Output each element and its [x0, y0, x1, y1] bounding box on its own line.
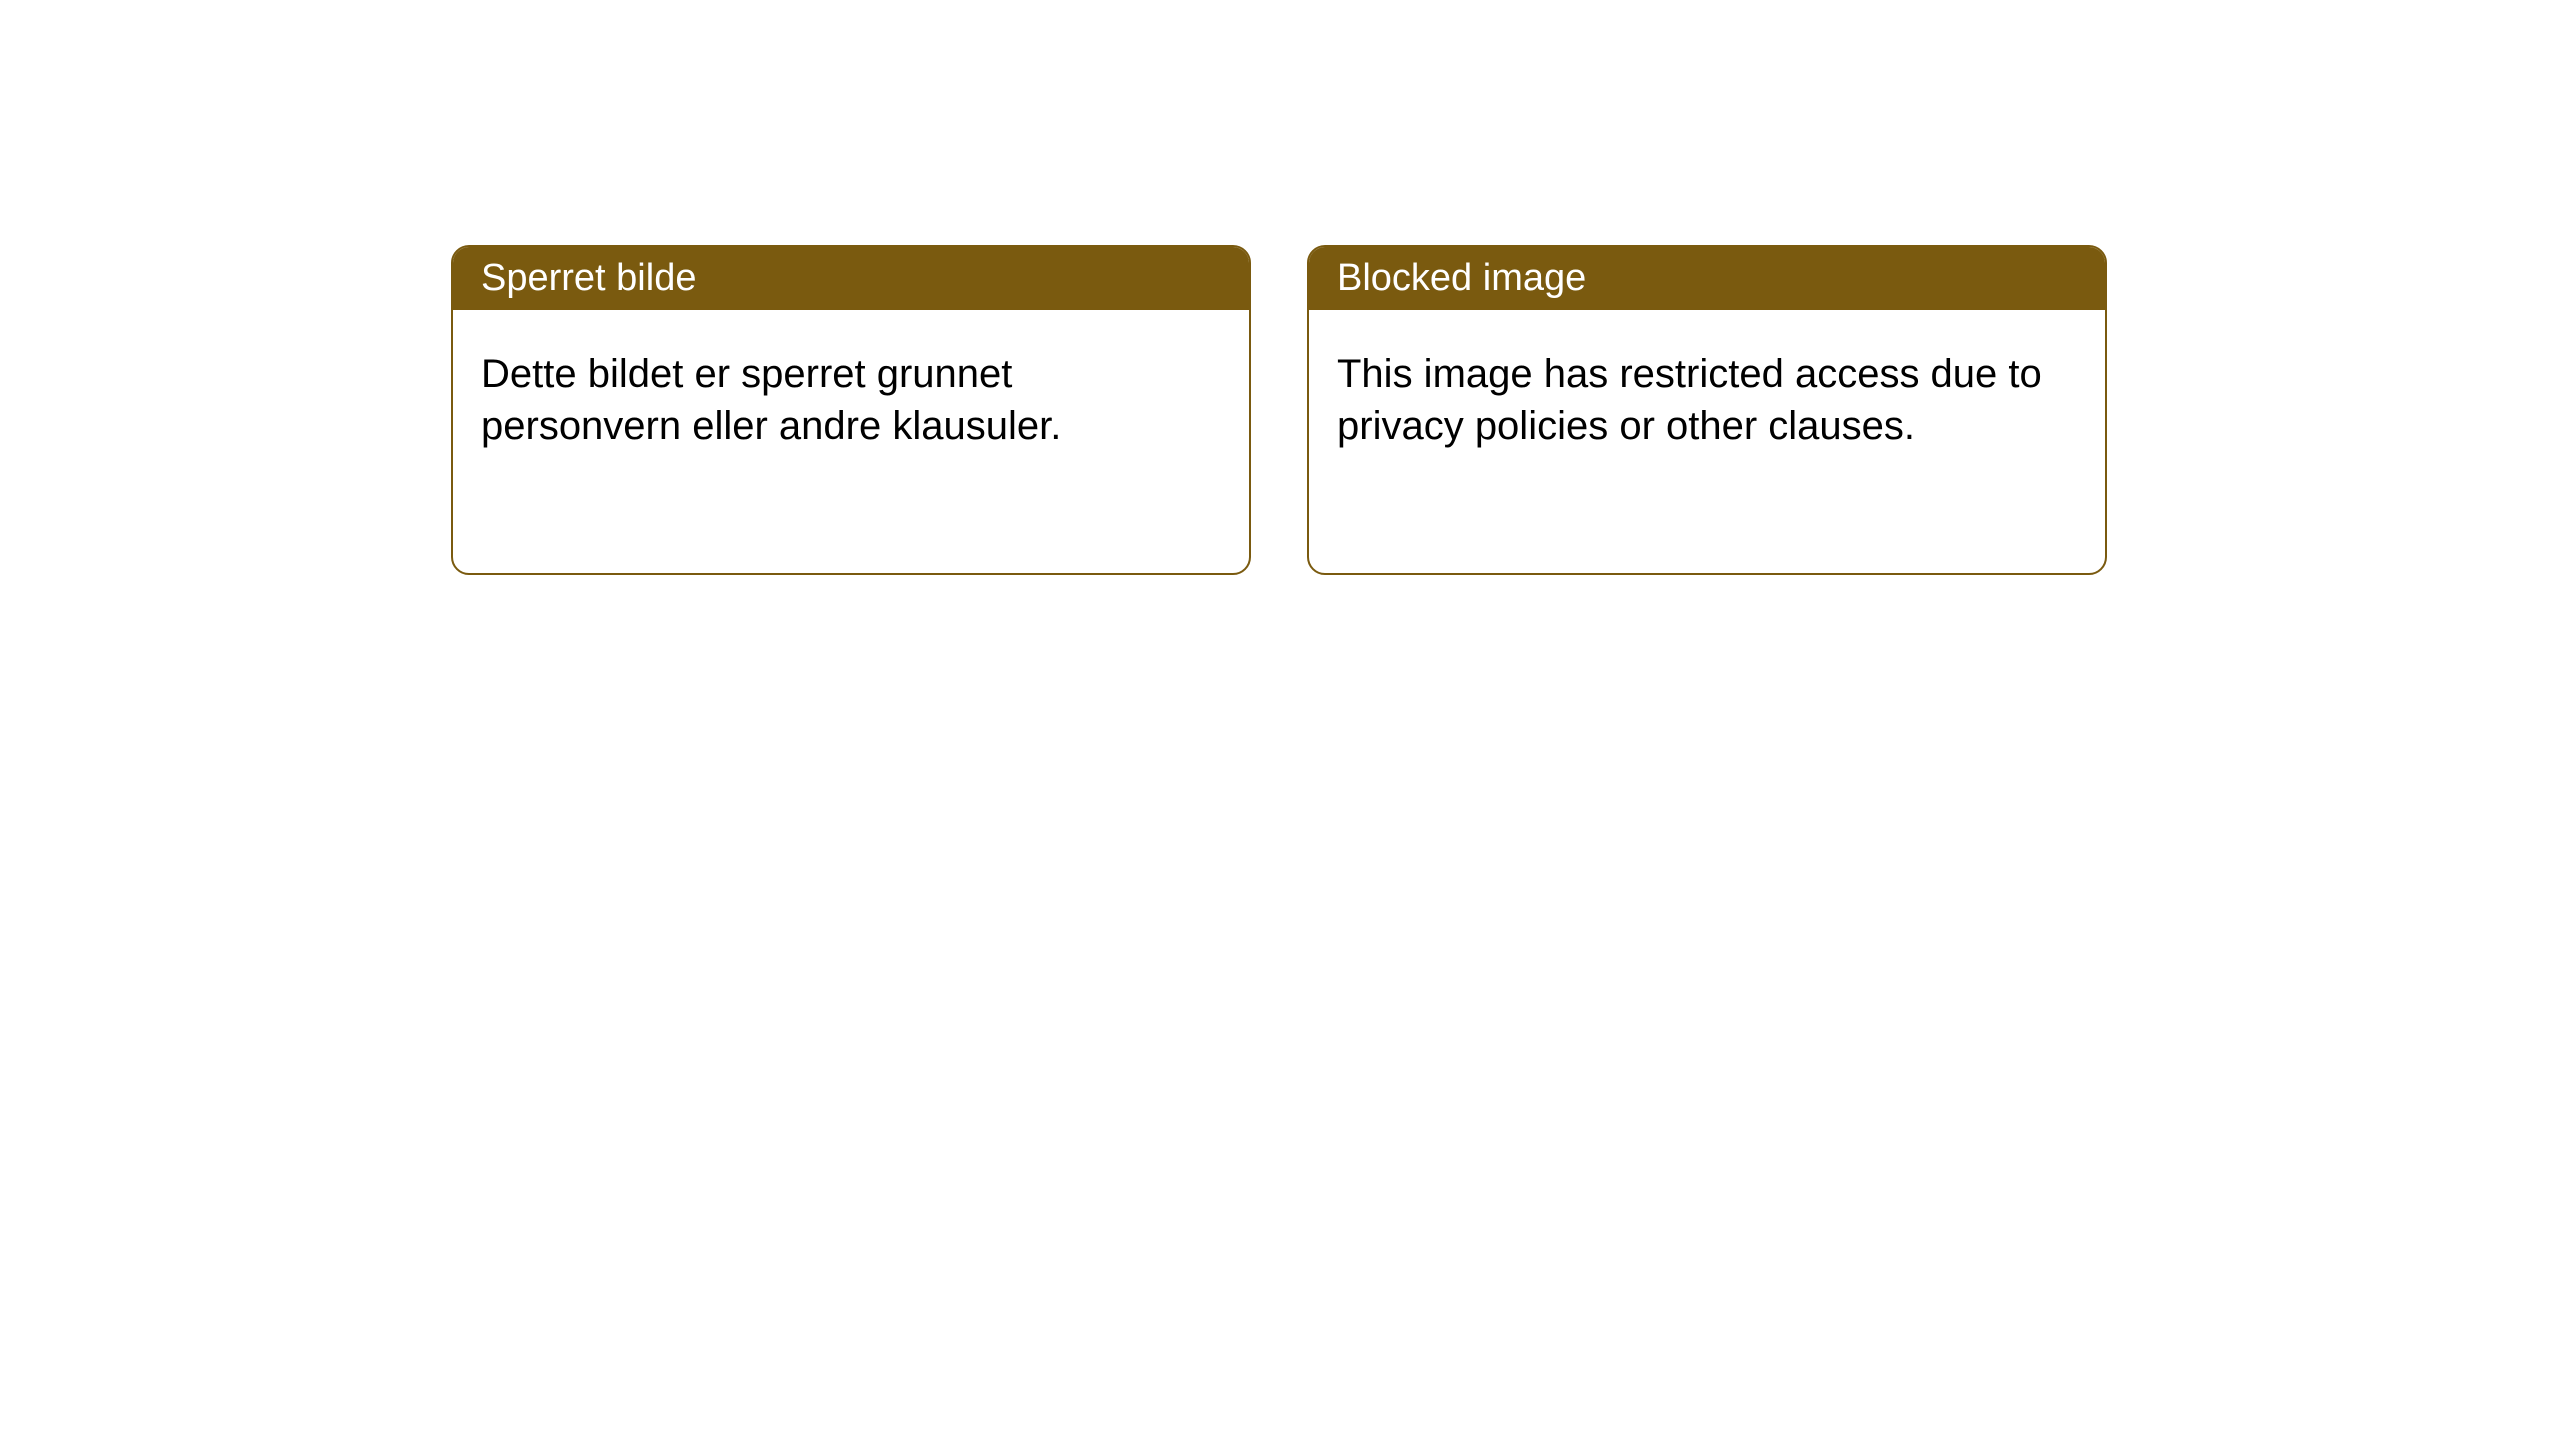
notice-card-norwegian: Sperret bilde Dette bildet er sperret gr… [451, 245, 1251, 575]
card-header: Sperret bilde [453, 247, 1249, 310]
card-body: Dette bildet er sperret grunnet personve… [453, 310, 1249, 490]
notice-card-english: Blocked image This image has restricted … [1307, 245, 2107, 575]
card-title: Blocked image [1337, 257, 1586, 299]
cards-container: Sperret bilde Dette bildet er sperret gr… [451, 245, 2107, 575]
card-title: Sperret bilde [481, 257, 696, 299]
card-body-text: Dette bildet er sperret grunnet personve… [481, 352, 1061, 448]
card-header: Blocked image [1309, 247, 2105, 310]
card-body-text: This image has restricted access due to … [1337, 352, 2042, 448]
card-body: This image has restricted access due to … [1309, 310, 2105, 490]
